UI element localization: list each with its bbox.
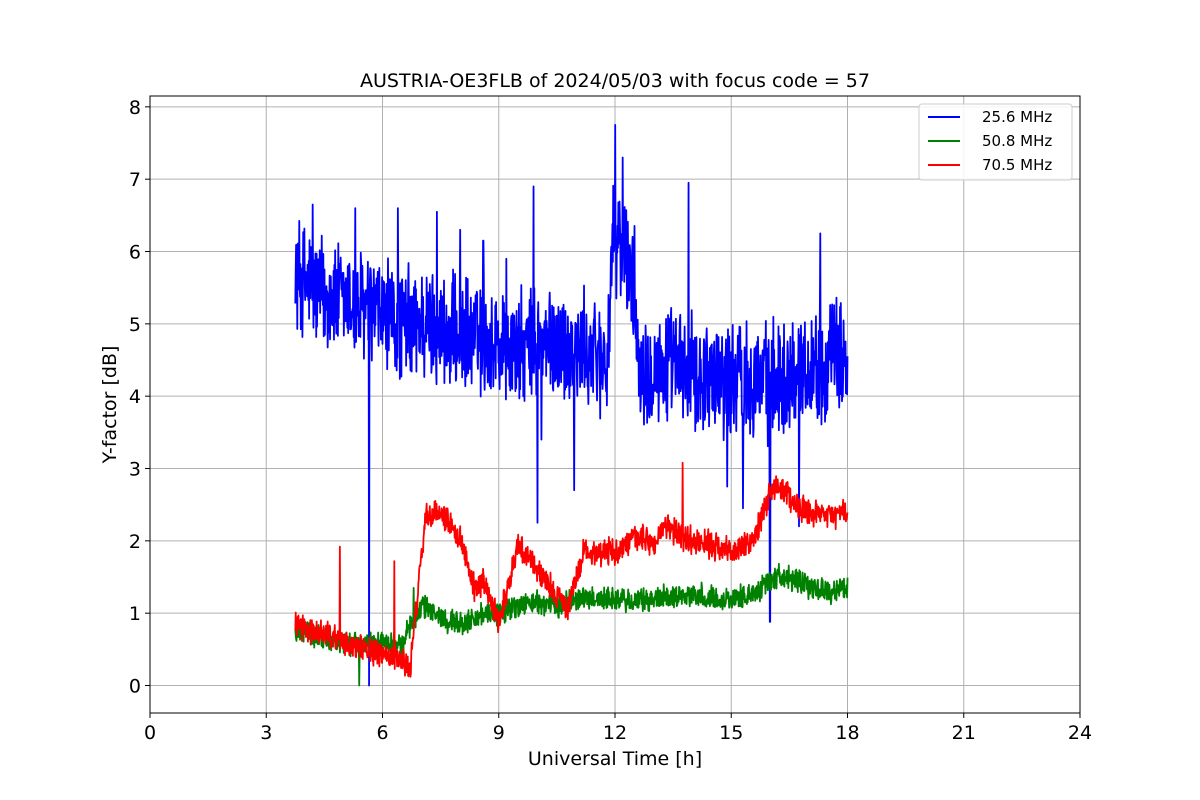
y-tick-label: 3 (129, 459, 141, 481)
y-tick-label: 5 (129, 314, 141, 336)
x-axis-label: Universal Time [h] (528, 748, 702, 770)
legend: 25.6 MHz 50.8 MHz 70.5 MHz (918, 103, 1073, 181)
x-tick-label: 24 (1068, 722, 1092, 744)
x-tick-label: 3 (260, 722, 272, 744)
y-tick-label: 0 (129, 676, 141, 698)
x-tick-label: 12 (603, 722, 627, 744)
series-line-1 (294, 124, 849, 687)
y-tick-label: 2 (129, 531, 141, 553)
x-tick-label: 6 (376, 722, 388, 744)
y-tick-label: 8 (129, 97, 141, 119)
legend-entry: 70.5 MHz (982, 156, 1052, 174)
y-tick-label: 7 (129, 169, 141, 191)
chart-title: AUSTRIA-OE3FLB of 2024/05/03 with focus … (360, 70, 870, 92)
y-tick-label: 6 (129, 242, 141, 264)
legend-entry: 25.6 MHz (982, 108, 1052, 126)
x-tick-label: 21 (952, 722, 976, 744)
y-axis-label: Y-factor [dB] (99, 346, 121, 465)
x-tick-label: 18 (835, 722, 859, 744)
legend-box (918, 103, 1073, 181)
x-tick-label: 0 (144, 722, 156, 744)
y-tick-label: 4 (129, 386, 141, 408)
series-line-2 (294, 562, 849, 687)
y-tick-label: 1 (129, 603, 141, 625)
series-line-3 (294, 461, 849, 678)
x-tick-label: 9 (493, 722, 505, 744)
x-tick-label: 15 (719, 722, 743, 744)
legend-entry: 50.8 MHz (982, 132, 1052, 150)
series-layer (294, 124, 849, 687)
